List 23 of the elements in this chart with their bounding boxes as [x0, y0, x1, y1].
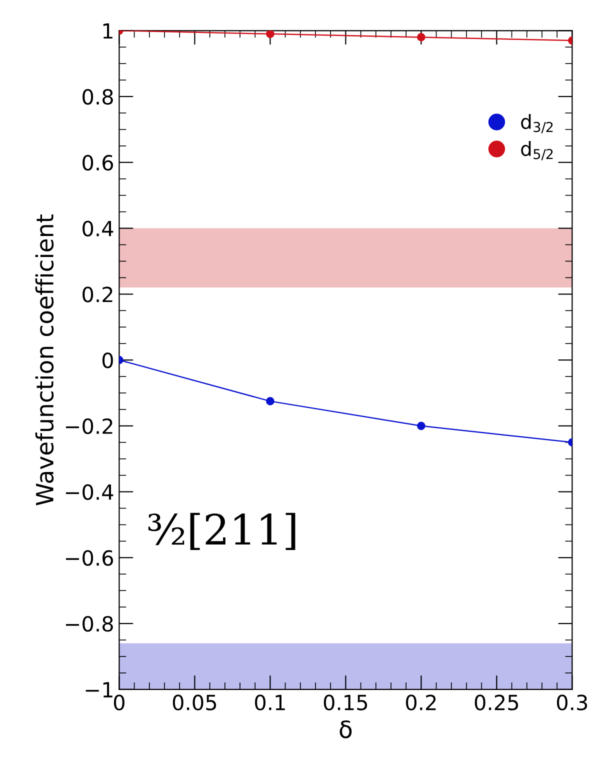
x-tick-label: 0.05 — [172, 694, 216, 710]
x-tick-label: 0.1 — [254, 694, 285, 710]
y-tick-label: −0.2 — [66, 418, 112, 434]
annotation: ³⁄₂[211] — [148, 512, 296, 550]
x-tick-label: 0.3 — [556, 694, 588, 710]
y-tick-label: −1 — [86, 682, 112, 698]
y-tick-label: −0.6 — [66, 550, 114, 566]
y-tick-label: 1 — [103, 23, 112, 39]
legend-label: d$_{5/2}$ — [521, 141, 553, 160]
legend-label: d$_{3/2}$ — [521, 114, 553, 134]
x-tick-label: 0 — [114, 694, 124, 710]
y-tick-label: 0.6 — [82, 154, 114, 171]
y-tick-label: 0.4 — [82, 220, 114, 236]
y-axis-title: Wavefunction coefficient — [35, 214, 54, 506]
y-tick-label: 0.2 — [82, 286, 112, 302]
y-tick-label: −0.8 — [66, 616, 113, 632]
y-tick-label: 0 — [102, 352, 113, 368]
y-tick-label: −0.4 — [66, 484, 114, 500]
x-tick-label: 0.2 — [406, 694, 436, 710]
x-tick-label: 0.15 — [324, 694, 368, 710]
y-tick-label: 0.8 — [82, 88, 113, 105]
x-tick-label: 0.25 — [474, 694, 518, 710]
x-axis-title: δ — [340, 720, 352, 738]
